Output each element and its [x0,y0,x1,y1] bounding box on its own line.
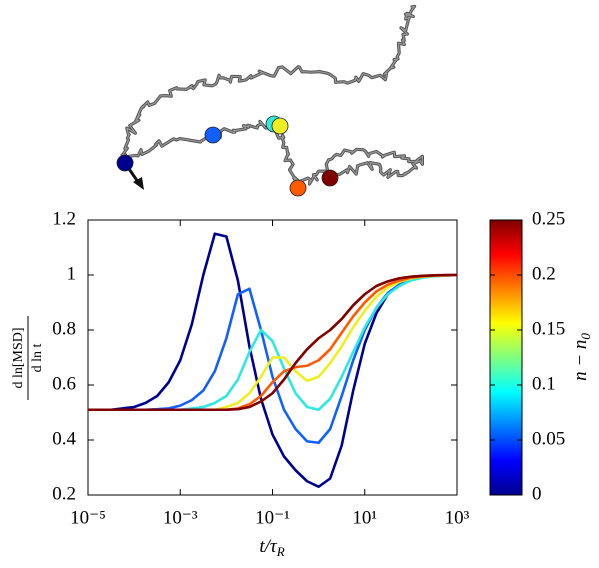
y-label-numerator: d ln[MSD] [11,327,26,388]
colorbar-label: n − n0 [570,333,593,381]
colorbar-tick-label: 0.2 [532,263,556,284]
polymer-bead [116,154,134,172]
polymer-bead [289,179,307,197]
y-axis-label: d ln[MSD] d ln t [11,316,45,400]
colorbar-tick-label: 0.1 [532,373,556,394]
colorbar-label-sub: 0 [578,333,593,340]
polymer-bead [204,126,222,144]
colorbar-tick-label: 0.05 [532,428,565,449]
x-axis-label: t/τR [259,536,284,559]
polymer-bead [271,117,289,135]
polymer-bead [321,169,339,187]
x-label-main: t/τ [259,536,278,557]
y-label-denominator: d ln t [30,344,45,373]
x-tick-label: 10⁻³ [163,507,198,528]
polymer-chain-highlight [121,5,416,164]
colorbar-tick-label: 0.15 [532,318,565,339]
y-tick-label: 0.4 [52,428,76,449]
colorbar-label-main: n − n [570,340,591,381]
y-tick-label: 0.6 [52,373,76,394]
x-tick-label: 10¹ [352,507,377,528]
x-tick-label: 10⁻⁵ [70,507,106,528]
x-tick-label: 10⁻¹ [255,507,290,528]
y-tick-label: 1.2 [52,208,76,229]
y-tick-label: 0.2 [52,483,76,504]
series-line [88,232,458,489]
colorbar-tick-label: 0 [532,483,542,504]
colorbar [489,219,523,496]
x-label-sub: R [276,544,285,559]
y-tick-label: 0.8 [52,318,76,339]
polymer-chain [120,4,417,164]
plot-area: 10⁻⁵ 10⁻³ 10⁻¹ 10¹ 10³ 0.2 0.4 0.6 0.8 1 1.2 [52,208,469,528]
series-line [88,273,457,412]
series-line [88,273,458,412]
arrow-head [133,177,144,190]
colorbar-tick-label: 0.25 [532,208,565,229]
y-tick-label: 1 [67,263,77,284]
x-tick-label: 10³ [445,507,470,528]
polymer-rendering [116,4,424,197]
